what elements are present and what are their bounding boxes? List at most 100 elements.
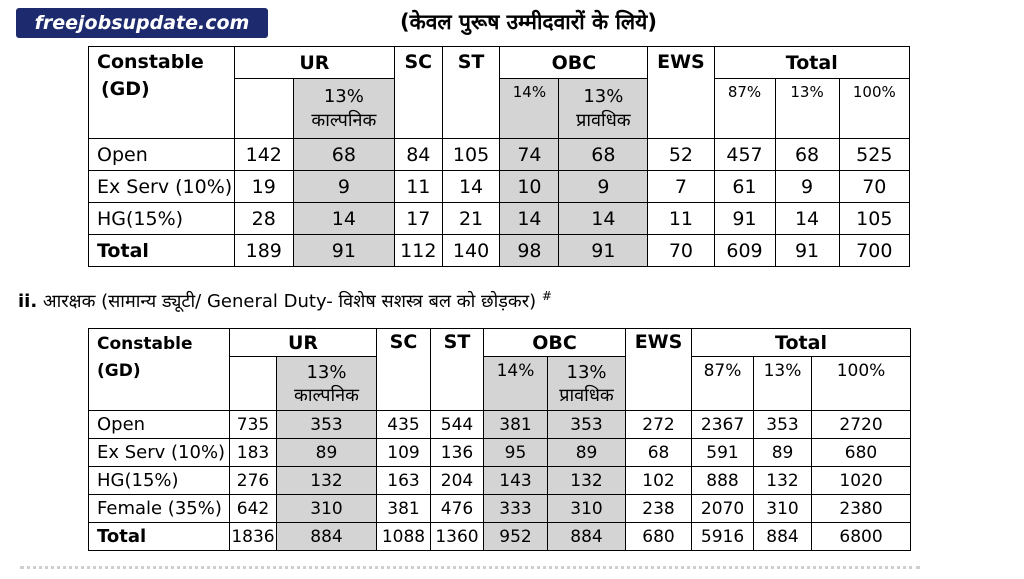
table-cell: 91 <box>558 234 649 267</box>
table-cell: 183 <box>229 438 277 467</box>
total-sub-87: 87% <box>713 78 776 139</box>
table2-heading: ii. आरक्षक (सामान्य ड्यूटी/ General Duty… <box>18 289 552 312</box>
table-cell: 642 <box>229 494 277 523</box>
table-cell: 102 <box>625 466 693 495</box>
table-cell: 2070 <box>691 494 755 523</box>
table-cell: 9 <box>558 170 649 203</box>
table-cell: 884 <box>753 522 813 551</box>
table-cell: 476 <box>430 494 484 523</box>
table-row: Female (35%) 642 310 381 476 333 310 238 2070 310… <box>88 494 912 523</box>
table-cell: 136 <box>430 438 484 467</box>
table-cell: 435 <box>376 410 431 439</box>
col-st: ST <box>441 46 501 139</box>
table-row: Ex Serv (10%) 19 9 11 14 10 9 7 61 9 70 <box>88 170 911 203</box>
corner-header: Constable (GD) <box>88 328 230 411</box>
table-cell: 888 <box>691 466 755 495</box>
table-cell: 140 <box>441 234 501 267</box>
table-cell: 353 <box>276 410 377 439</box>
table1-body: Open 142 68 84 105 74 68 52 457 68 525 Ex Serv (10%… <box>88 138 911 267</box>
table-cell: 884 <box>276 522 377 551</box>
ur-sub-notional: 13% काल्पनिक <box>276 356 377 411</box>
table-cell: 680 <box>625 522 693 551</box>
table-cell: 89 <box>276 438 377 467</box>
table-cell: 68 <box>774 138 840 171</box>
ur-sub-notional: 13% काल्पनिक <box>292 78 396 139</box>
recruitment-table-male: Constable (GD) UR SC ST OBC EWS Total 13%… <box>88 46 911 267</box>
table-cell: 112 <box>394 234 443 267</box>
table-cell: 680 <box>811 438 912 467</box>
col-st: ST <box>430 328 484 411</box>
table-row: Open 735 353 435 544 381 353 272 2367 353 2720 <box>88 410 912 439</box>
table-row: Open 142 68 84 105 74 68 52 457 68 525 <box>88 138 911 171</box>
col-total: Total <box>713 46 911 79</box>
table-cell: 89 <box>753 438 813 467</box>
table-cell: 310 <box>276 494 377 523</box>
col-sc: SC <box>376 328 431 411</box>
table-cell: 204 <box>430 466 484 495</box>
table-cell: 19 <box>233 170 294 203</box>
row-label: Female (35%) <box>88 494 230 523</box>
total-sub-13: 13% <box>774 78 840 139</box>
col-obc: OBC <box>482 328 627 357</box>
table-cell: 132 <box>546 466 627 495</box>
table-cell: 591 <box>691 438 755 467</box>
table-cell: 381 <box>483 410 548 439</box>
table-cell: 68 <box>558 138 649 171</box>
total-sub-100: 100% <box>838 78 911 139</box>
table-cell: 310 <box>546 494 627 523</box>
table-cell: 2380 <box>811 494 912 523</box>
col-ur: UR <box>233 46 396 79</box>
table-row: HG(15%) 276 132 163 204 143 132 102 888 132 1020 <box>88 466 912 495</box>
row-label: Ex Serv (10%) <box>88 438 230 467</box>
table-cell: 6800 <box>811 522 912 551</box>
table1-heading: (केवल पुरूष उम्मीदवारों के लिये) <box>400 10 657 34</box>
table-cell: 525 <box>838 138 911 171</box>
row-label: HG(15%) <box>88 466 230 495</box>
total-sub-87: 87% <box>691 356 755 411</box>
table-cell: 735 <box>229 410 277 439</box>
obc-sub-provisional: 13% प्रावधिक <box>546 356 627 411</box>
table-row: Ex Serv (10%) 183 89 109 136 95 89 68 591 89 680 <box>88 438 912 467</box>
table2-body: Open 735 353 435 544 381 353 272 2367 353 2720 Ex S… <box>88 410 912 551</box>
table-cell: 353 <box>546 410 627 439</box>
col-total: Total <box>691 328 912 357</box>
obc-sub-14: 14% <box>499 78 560 139</box>
table-row: Total 189 91 112 140 98 91 70 609 91 700 <box>88 234 911 267</box>
col-obc: OBC <box>499 46 649 79</box>
table-cell: 61 <box>713 170 776 203</box>
table-cell: 2367 <box>691 410 755 439</box>
table-cell: 14 <box>774 202 840 235</box>
table-cell: 17 <box>394 202 443 235</box>
col-ews: EWS <box>625 328 693 411</box>
corner-header: Constable (GD) <box>88 46 235 139</box>
table-cell: 544 <box>430 410 484 439</box>
total-sub-13: 13% <box>753 356 813 411</box>
table-cell: 14 <box>558 202 649 235</box>
total-sub-100: 100% <box>811 356 912 411</box>
table-cell: 132 <box>276 466 377 495</box>
table-cell: 1360 <box>430 522 484 551</box>
table-cell: 333 <box>483 494 548 523</box>
col-sc: SC <box>394 46 443 139</box>
recruitment-table-general-duty: Constable (GD) UR SC ST OBC EWS Total 13%… <box>88 328 912 551</box>
table-cell: 9 <box>774 170 840 203</box>
table-cell: 84 <box>394 138 443 171</box>
table-cell: 457 <box>713 138 776 171</box>
row-label: Total <box>88 522 230 551</box>
table-cell: 609 <box>713 234 776 267</box>
ur-blank <box>233 78 294 139</box>
table-cell: 2720 <box>811 410 912 439</box>
row-label: Total <box>88 234 235 267</box>
table-row: Total 1836 884 1088 1360 952 884 680 5916 884 6800 <box>88 522 912 551</box>
table-cell: 5916 <box>691 522 755 551</box>
row-label: HG(15%) <box>88 202 235 235</box>
table-cell: 91 <box>292 234 396 267</box>
table-cell: 163 <box>376 466 431 495</box>
table-cell: 21 <box>441 202 501 235</box>
table-cell: 143 <box>483 466 548 495</box>
table-cell: 70 <box>647 234 715 267</box>
obc-sub-14: 14% <box>483 356 548 411</box>
table-cell: 7 <box>647 170 715 203</box>
table-cell: 68 <box>292 138 396 171</box>
table-cell: 11 <box>394 170 443 203</box>
